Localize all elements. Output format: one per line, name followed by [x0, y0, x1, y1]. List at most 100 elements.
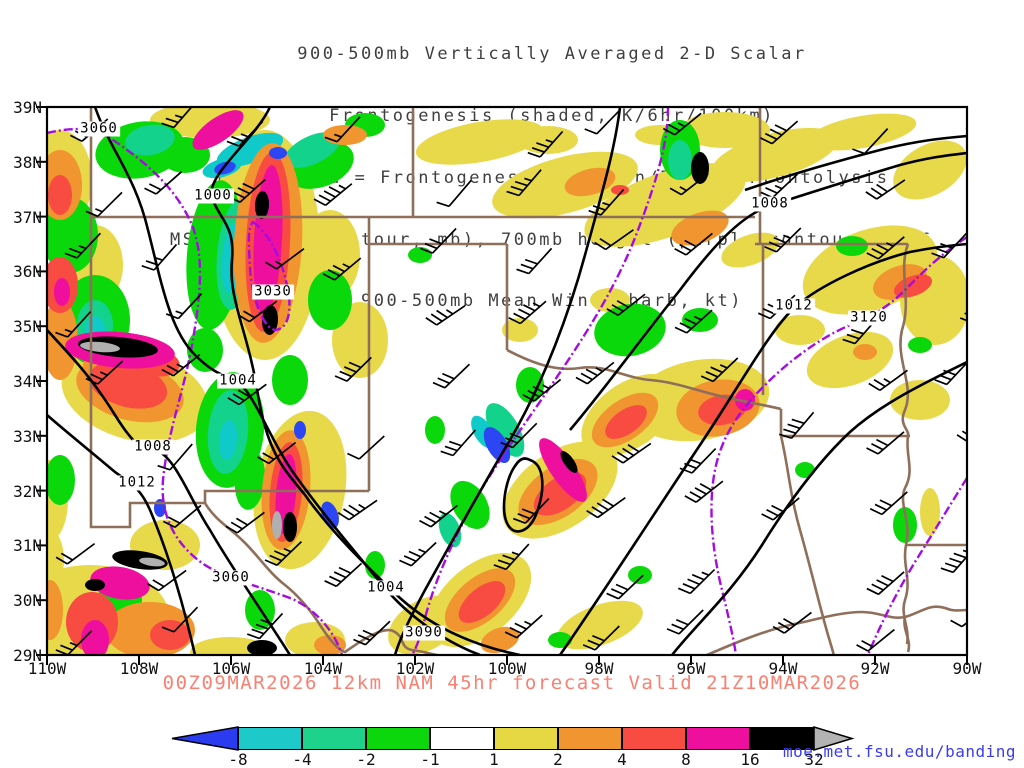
wind-barb: [662, 112, 702, 136]
wind-barb: [157, 443, 193, 471]
wind-barb: [684, 480, 724, 503]
wind-barb: [85, 360, 124, 385]
wind-barb: [420, 227, 457, 254]
wind-barb: [432, 363, 471, 389]
wind-barb: [265, 248, 305, 270]
lat-tick-label: 39N: [13, 98, 42, 117]
mslp-contour-label: 1008: [749, 195, 791, 212]
wind-barb: [956, 421, 967, 443]
wind-barb: [64, 232, 102, 259]
wind-barb: [55, 630, 93, 655]
wind-barb: [264, 541, 303, 566]
wind-barb: [764, 227, 802, 253]
wind-barb: [842, 317, 879, 345]
height-contour-label: 3120: [848, 309, 890, 326]
wind-barb: [931, 232, 967, 259]
colorbar-segment: [622, 727, 686, 750]
wind-barb: [868, 369, 908, 392]
wind-barb: [500, 422, 538, 449]
wind-barb: [760, 173, 798, 199]
colorbar-left-arrow: [171, 726, 239, 751]
lon-tick-label: 106W: [211, 659, 251, 678]
forecast-valid-text: 00Z09MAR2026 12km NAM 45hr forecast Vali…: [162, 672, 862, 694]
wind-barb: [141, 243, 178, 271]
lon-tick-label: 98W: [584, 659, 614, 678]
wind-barb: [527, 130, 564, 158]
mslp-contour-label: 1004: [217, 372, 259, 389]
wind-barb: [162, 504, 202, 529]
lon-tick-label: 96W: [676, 659, 706, 678]
colorbar-tick-label: 1: [489, 750, 499, 768]
wind-barb: [516, 247, 553, 275]
wind-barb: [322, 257, 362, 281]
lon-tick-label: 94W: [768, 659, 798, 678]
wind-barb: [147, 569, 187, 592]
colorbar-segment: [494, 727, 558, 750]
lat-tick-label: 32N: [13, 481, 42, 501]
state-borders: [89, 107, 967, 655]
height-contour-label: 3060: [210, 569, 252, 586]
wind-barb: [225, 511, 265, 534]
wind-barb: [869, 491, 908, 516]
wind-barb: [700, 357, 739, 383]
wind-barb: [761, 497, 800, 521]
wind-barb: [674, 309, 713, 334]
wind-barb: [161, 353, 201, 377]
wind-barb: [508, 300, 547, 325]
wind-barb: [493, 543, 530, 571]
wind-barb: [666, 609, 704, 635]
colorbar-segment: [558, 727, 622, 750]
axis-ticks: [36, 106, 968, 665]
lon-tick-label: 108W: [119, 659, 159, 678]
lon-tick-label: 102W: [395, 659, 435, 678]
wind-barb: [504, 614, 543, 639]
wind-barb: [226, 120, 264, 147]
colorbar-tick-label: 4: [617, 750, 627, 768]
wind-barb: [606, 293, 646, 316]
wind-barb: [227, 178, 266, 203]
wind-barb: [425, 305, 466, 326]
wind-barb: [677, 568, 716, 595]
wind-barb: [606, 574, 644, 600]
colorbar-tick-label: -4: [292, 750, 312, 768]
wind-barb: [586, 496, 626, 519]
colorbar-tick-label: -8: [228, 750, 248, 768]
colorbar-segment: [430, 727, 494, 750]
wind-barb: [436, 179, 472, 208]
wind-barb: [85, 191, 123, 218]
wind-barb: [506, 169, 542, 197]
lat-tick-label: 30N: [13, 591, 42, 611]
lon-tick-label: 110W: [27, 659, 67, 678]
colorbar-tick-label: 16: [740, 750, 760, 768]
colorbar-tick-label: 2: [553, 750, 563, 768]
title-line-1: 900-500mb Vertically Averaged 2-D Scalar: [297, 44, 807, 65]
wind-barb: [760, 120, 799, 145]
mslp-contour-label: 1012: [773, 297, 815, 314]
lat-tick-label: 31N: [13, 536, 42, 556]
colorbar-tick-label: 8: [681, 750, 691, 768]
wind-barb: [246, 612, 284, 640]
wind-barb: [856, 628, 895, 652]
wind-barb: [852, 128, 889, 155]
wind-barb: [940, 546, 967, 574]
wind-barb: [313, 183, 353, 207]
lon-tick-label: 100W: [487, 659, 527, 678]
wind-barb: [674, 232, 713, 256]
lat-tick-label: 29N: [13, 646, 42, 665]
colorbar-segment: [686, 727, 750, 750]
wind-barb: [866, 431, 905, 455]
wind-barb: [347, 435, 385, 460]
wind-barb: [866, 236, 905, 260]
wind-barb: [55, 311, 92, 338]
wind-barb: [522, 378, 562, 402]
wind-barb: [594, 229, 634, 251]
lat-tick-label: 37N: [13, 207, 42, 227]
wind-barb: [237, 300, 278, 323]
colorbar-segment: [302, 727, 366, 750]
wind-barb: [257, 441, 297, 465]
wind-barb: [165, 293, 203, 320]
wind-barb: [772, 611, 812, 634]
wind-barb: [324, 562, 363, 588]
